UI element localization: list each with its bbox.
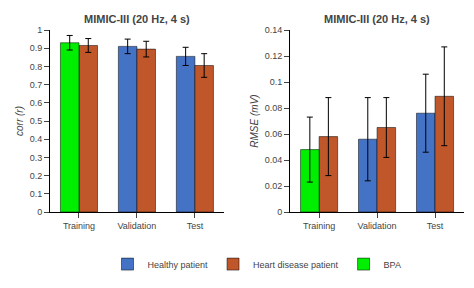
svg-text:0: 0 bbox=[277, 207, 282, 217]
svg-text:Training: Training bbox=[303, 221, 335, 231]
svg-text:0.6: 0.6 bbox=[30, 98, 43, 108]
svg-text:Healthy patient: Healthy patient bbox=[148, 260, 209, 270]
svg-text:0.4: 0.4 bbox=[30, 134, 43, 144]
svg-text:BPA: BPA bbox=[384, 260, 401, 270]
svg-text:0.02: 0.02 bbox=[265, 181, 283, 191]
svg-text:Validation: Validation bbox=[358, 221, 397, 231]
svg-text:Heart disease patient: Heart disease patient bbox=[253, 260, 339, 270]
svg-text:Validation: Validation bbox=[118, 221, 157, 231]
svg-text:0.2: 0.2 bbox=[30, 171, 43, 181]
svg-text:0.5: 0.5 bbox=[30, 116, 43, 126]
svg-text:0.12: 0.12 bbox=[265, 51, 283, 61]
svg-text:Training: Training bbox=[63, 221, 95, 231]
svg-text:0.1: 0.1 bbox=[30, 189, 43, 199]
svg-text:MIMIC-III (20 Hz, 4 s): MIMIC-III (20 Hz, 4 s) bbox=[324, 13, 430, 25]
svg-text:1: 1 bbox=[37, 25, 42, 35]
svg-text:0.14: 0.14 bbox=[265, 25, 283, 35]
svg-text:MIMIC-III (20 Hz, 4 s): MIMIC-III (20 Hz, 4 s) bbox=[84, 13, 190, 25]
svg-text:RMSE (mV): RMSE (mV) bbox=[249, 94, 260, 147]
svg-text:0.3: 0.3 bbox=[30, 153, 43, 163]
svg-text:0.1: 0.1 bbox=[270, 77, 283, 87]
svg-text:Test: Test bbox=[187, 221, 204, 231]
svg-text:0.8: 0.8 bbox=[30, 62, 43, 72]
svg-text:corr (r): corr (r) bbox=[14, 106, 25, 136]
svg-text:0: 0 bbox=[37, 207, 42, 217]
svg-text:0.7: 0.7 bbox=[30, 80, 43, 90]
svg-text:Test: Test bbox=[427, 221, 444, 231]
svg-text:0.9: 0.9 bbox=[30, 43, 43, 53]
svg-text:0.04: 0.04 bbox=[265, 155, 283, 165]
svg-text:0.06: 0.06 bbox=[265, 129, 283, 139]
svg-text:0.08: 0.08 bbox=[265, 103, 283, 113]
